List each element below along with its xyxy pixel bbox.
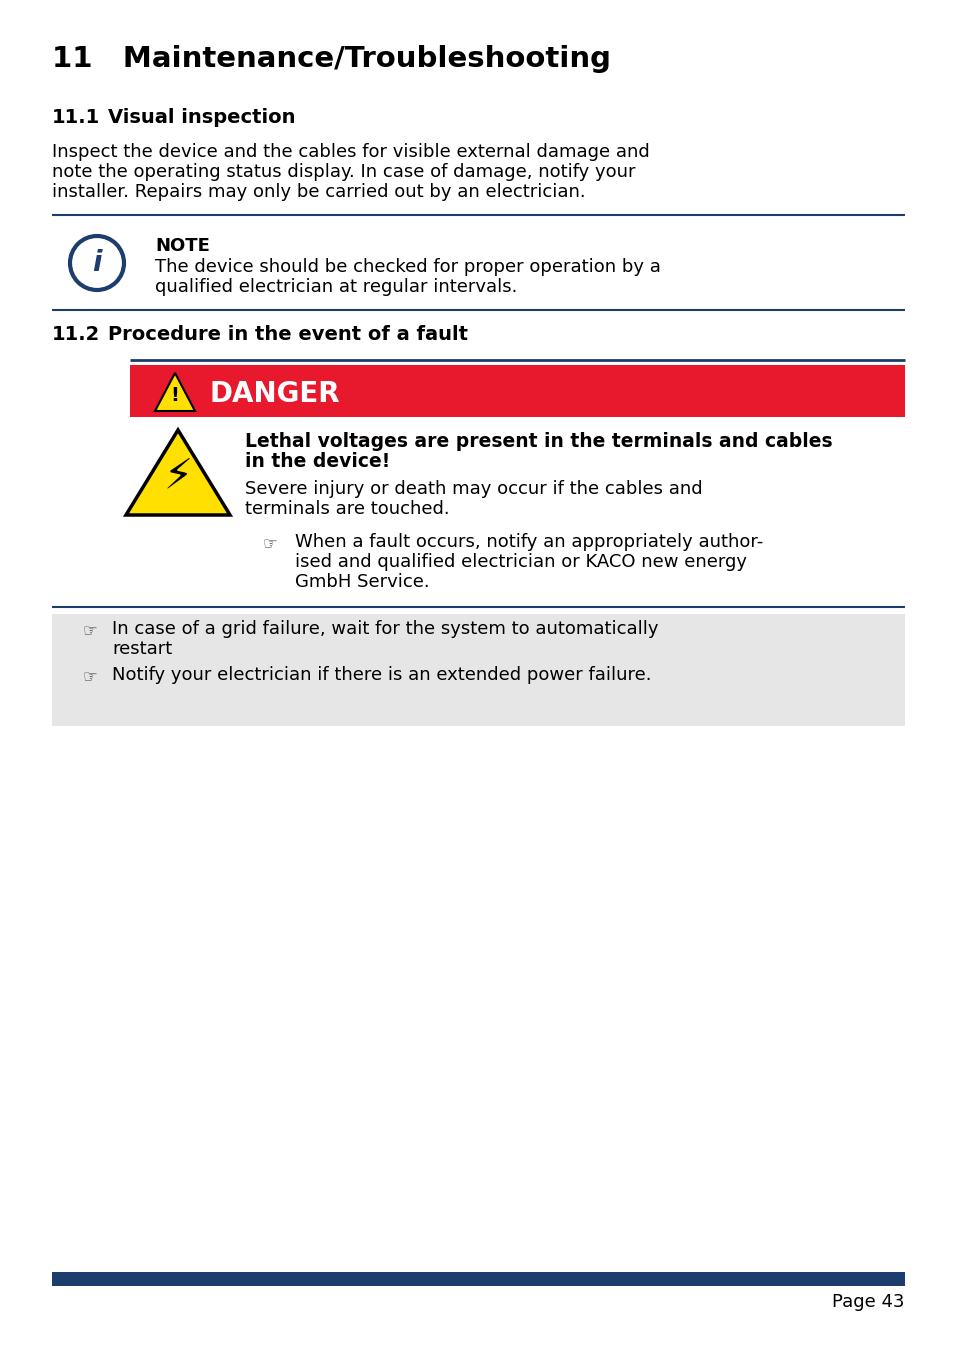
Text: note the operating status display. In case of damage, notify your: note the operating status display. In ca… bbox=[52, 163, 635, 182]
Text: ised and qualified electrician or KACO new energy: ised and qualified electrician or KACO n… bbox=[294, 553, 746, 572]
Polygon shape bbox=[154, 373, 194, 412]
FancyBboxPatch shape bbox=[130, 364, 904, 417]
Text: DANGER: DANGER bbox=[210, 381, 340, 408]
Text: Notify your electrician if there is an extended power failure.: Notify your electrician if there is an e… bbox=[112, 666, 651, 685]
Text: in the device!: in the device! bbox=[245, 452, 390, 471]
Text: Visual inspection: Visual inspection bbox=[108, 108, 295, 126]
Text: i: i bbox=[92, 249, 102, 277]
Text: ☞: ☞ bbox=[262, 535, 277, 553]
FancyBboxPatch shape bbox=[52, 1272, 904, 1286]
Text: restart: restart bbox=[112, 640, 172, 658]
FancyBboxPatch shape bbox=[52, 615, 904, 726]
Text: In case of a grid failure, wait for the system to automatically: In case of a grid failure, wait for the … bbox=[112, 620, 658, 638]
Text: ☞: ☞ bbox=[83, 621, 97, 640]
Text: 11.1: 11.1 bbox=[52, 108, 100, 126]
Text: installer. Repairs may only be carried out by an electrician.: installer. Repairs may only be carried o… bbox=[52, 183, 585, 200]
Text: Page 43: Page 43 bbox=[832, 1293, 904, 1311]
Text: Severe injury or death may occur if the cables and: Severe injury or death may occur if the … bbox=[245, 480, 702, 498]
Text: Procedure in the event of a fault: Procedure in the event of a fault bbox=[108, 325, 468, 344]
Text: When a fault occurs, notify an appropriately author-: When a fault occurs, notify an appropria… bbox=[294, 533, 762, 551]
Text: The device should be checked for proper operation by a: The device should be checked for proper … bbox=[154, 258, 660, 276]
Text: GmbH Service.: GmbH Service. bbox=[294, 573, 429, 590]
Text: Lethal voltages are present in the terminals and cables: Lethal voltages are present in the termi… bbox=[245, 432, 832, 451]
Text: Inspect the device and the cables for visible external damage and: Inspect the device and the cables for vi… bbox=[52, 143, 649, 161]
Text: ⚡: ⚡ bbox=[163, 456, 193, 498]
Text: terminals are touched.: terminals are touched. bbox=[245, 500, 449, 518]
Text: 11.2: 11.2 bbox=[52, 325, 100, 344]
Text: ☞: ☞ bbox=[83, 668, 97, 686]
Text: !: ! bbox=[171, 386, 179, 405]
Polygon shape bbox=[126, 430, 230, 515]
Text: NOTE: NOTE bbox=[154, 237, 210, 256]
Text: 11   Maintenance/Troubleshooting: 11 Maintenance/Troubleshooting bbox=[52, 44, 610, 73]
Text: qualified electrician at regular intervals.: qualified electrician at regular interva… bbox=[154, 278, 517, 296]
